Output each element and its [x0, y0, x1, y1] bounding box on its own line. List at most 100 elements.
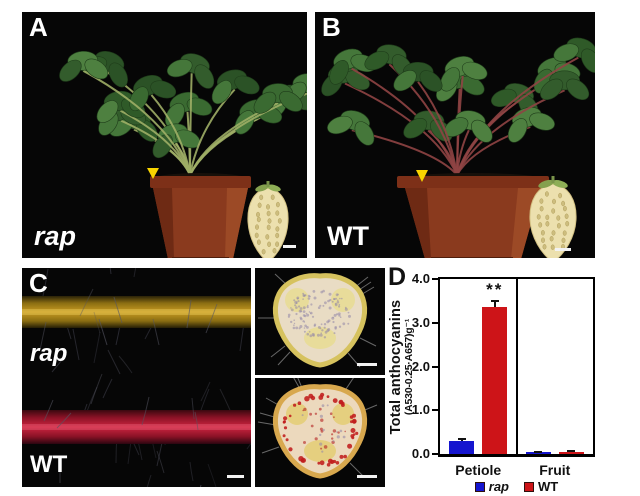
speckle: [322, 289, 325, 293]
speckle: [338, 303, 341, 306]
panel-b-photo: B WT: [315, 12, 595, 258]
error-bar-cap: [490, 300, 499, 303]
anthocyanin-dot: [318, 395, 324, 400]
speckle: [339, 429, 343, 433]
hair: [141, 396, 150, 426]
leaf-cluster: [393, 62, 443, 92]
seed-dimple: [270, 194, 275, 200]
speckle: [313, 296, 317, 300]
anthocyanin-dot: [335, 461, 340, 465]
anthocyanin-dot: [355, 431, 359, 435]
anthocyanin-dot: [350, 428, 356, 433]
seed-dimple: [266, 224, 271, 231]
hair: [133, 268, 137, 278]
seed-dimple: [536, 214, 541, 220]
y-tick: [432, 321, 438, 324]
seed-dimple: [277, 218, 282, 224]
legend-swatch: [524, 481, 534, 492]
speckle: [308, 331, 311, 333]
hair: [72, 328, 80, 361]
error-bar-cap: [534, 450, 543, 453]
speckle: [309, 412, 312, 416]
speckle: [319, 304, 322, 307]
seed-dimple: [564, 213, 569, 220]
seed-dimple: [272, 248, 277, 254]
speckle: [348, 314, 351, 318]
wt-petiole-segment: [22, 410, 251, 444]
anthocyanin-dot: [352, 433, 356, 436]
hair: [98, 318, 108, 346]
hair: [102, 378, 113, 399]
speckle: [302, 409, 304, 412]
speckle: [319, 442, 323, 446]
speckle: [295, 312, 298, 316]
leaf-cluster: [327, 110, 375, 146]
anthocyanin-dot: [310, 395, 316, 401]
anthocyanin-dot: [282, 434, 286, 438]
petiole-stem: [456, 56, 579, 176]
seed-dimple: [539, 205, 544, 212]
bar-rap-petiole: [449, 440, 475, 454]
speckle: [344, 306, 347, 309]
anthocyanin-dot: [326, 395, 330, 398]
speckle: [311, 315, 315, 318]
speckle: [298, 305, 301, 308]
speckle: [305, 312, 308, 315]
hair: [219, 388, 231, 411]
speckle: [290, 320, 293, 324]
y-tick: [432, 365, 438, 368]
speckle: [321, 450, 324, 453]
anthocyanin-dot: [350, 420, 353, 424]
speckle: [319, 333, 323, 337]
hair: [200, 388, 210, 411]
speckle: [303, 441, 306, 444]
hair: [246, 442, 251, 450]
panel-c-label: C: [29, 268, 48, 298]
anthocyanin-spots: [282, 392, 359, 467]
hair: [42, 268, 49, 297]
speckle: [302, 292, 305, 295]
arrow-marker: [416, 170, 428, 182]
legend-label: rap: [488, 479, 509, 494]
pot: [397, 173, 549, 258]
seed-dimple: [254, 232, 259, 239]
speckle: [294, 304, 297, 307]
anthocyanin-dot: [282, 420, 286, 424]
leaf-cluster: [59, 51, 109, 82]
speckle: [338, 325, 342, 328]
seed-dimple: [551, 208, 556, 214]
seed-dimple: [259, 194, 264, 201]
scale-bar: [227, 475, 244, 478]
speckle: [336, 300, 340, 304]
panel-a-genotype-label: rap: [34, 221, 77, 251]
anthocyanin-dot: [343, 454, 347, 459]
hair: [277, 351, 291, 366]
speckle: [306, 306, 309, 309]
rap-plant-photo: [59, 50, 307, 258]
hair: [90, 373, 103, 405]
speckle: [290, 308, 294, 312]
speckle: [310, 312, 312, 314]
speckle: [347, 311, 350, 314]
y-tick-label: 4.0: [411, 271, 430, 286]
y-tick-label: 1.0: [411, 402, 430, 418]
seed-dimple: [266, 210, 271, 217]
seed-dimple: [265, 234, 270, 240]
rap-petiole-segment: [22, 296, 251, 328]
seed-dimple: [549, 236, 554, 242]
speckle: [294, 300, 298, 304]
hair: [189, 461, 194, 482]
hair: [199, 484, 202, 487]
seed-dimple: [561, 237, 566, 244]
anthocyanin-dot: [338, 400, 343, 405]
hair: [39, 321, 47, 351]
speckle: [341, 297, 343, 300]
speckle: [297, 300, 300, 303]
speckle: [303, 327, 306, 329]
seed-dimple: [255, 224, 259, 230]
petiole-stem: [150, 94, 191, 176]
seed-dimple: [542, 244, 547, 250]
speckle: [334, 326, 337, 329]
speckle: [290, 307, 292, 309]
bar-wt-fruit: [558, 451, 584, 454]
